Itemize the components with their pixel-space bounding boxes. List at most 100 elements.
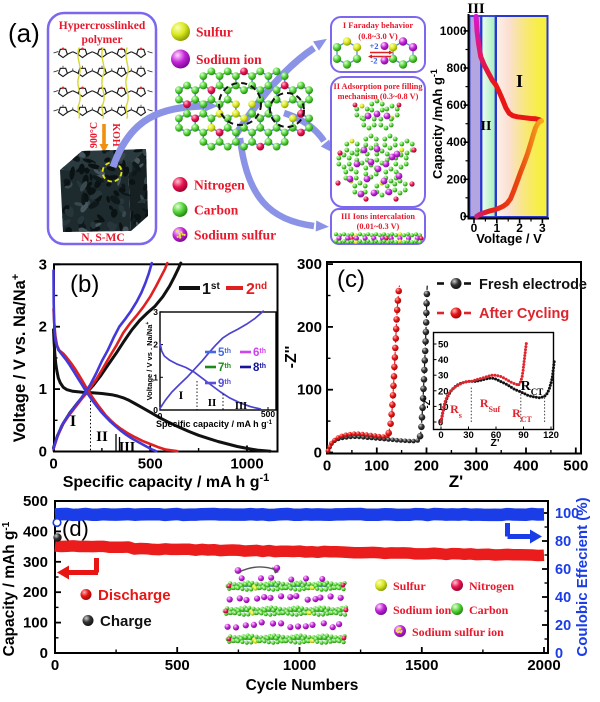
svg-text:Capacity /mAh g-1: Capacity /mAh g-1	[429, 69, 445, 179]
svg-text:Carbon: Carbon	[194, 203, 239, 218]
svg-text:1: 1	[493, 221, 500, 235]
svg-text:I Faraday behavior: I Faraday behavior	[343, 20, 414, 30]
svg-text:0: 0	[471, 221, 478, 235]
svg-text:40: 40	[555, 590, 571, 606]
svg-text:90: 90	[518, 430, 529, 441]
svg-text:Cycle Numbers: Cycle Numbers	[246, 677, 359, 694]
svg-text:Specific capacity / mA h g-1: Specific capacity / mA h g-1	[156, 419, 273, 429]
svg-text:30: 30	[438, 371, 449, 382]
svg-text:Voltage / V vs. Na/Na+: Voltage / V vs. Na/Na+	[10, 274, 29, 442]
svg-text:Sodium ion: Sodium ion	[196, 52, 262, 67]
svg-text:After Cycling: After Cycling	[479, 306, 569, 322]
svg-text:40: 40	[438, 355, 449, 366]
svg-text:300: 300	[464, 458, 489, 475]
svg-text:600: 600	[446, 98, 466, 112]
svg-text:1: 1	[153, 372, 158, 382]
svg-text:300: 300	[23, 554, 48, 571]
svg-text:Sodium ion: Sodium ion	[393, 603, 452, 617]
svg-text:0: 0	[49, 456, 57, 473]
svg-text:500: 500	[23, 493, 48, 510]
svg-text:300: 300	[297, 256, 322, 273]
svg-text:0: 0	[438, 430, 443, 441]
svg-text:Voltage / V vs . Na/Na+: Voltage / V vs . Na/Na+	[145, 322, 154, 401]
svg-text:30: 30	[463, 430, 474, 441]
svg-text:Rs: Rs	[450, 402, 462, 420]
svg-text:N, S-MC: N, S-MC	[81, 232, 124, 244]
svg-text:400: 400	[446, 135, 466, 149]
svg-text:(b): (b)	[70, 271, 99, 298]
svg-text:III Ions intercalation: III Ions intercalation	[341, 212, 415, 221]
svg-text:1st: 1st	[202, 281, 220, 299]
svg-text:80: 80	[555, 534, 571, 550]
svg-text:I: I	[516, 71, 523, 91]
svg-text:Voltage / V: Voltage / V	[476, 231, 542, 246]
svg-text:200: 200	[23, 584, 48, 601]
svg-text:Sulfur: Sulfur	[393, 579, 426, 593]
svg-text:0: 0	[555, 646, 563, 662]
svg-text:-Z'': -Z''	[283, 346, 300, 369]
svg-text:Fresh electrode: Fresh electrode	[479, 277, 587, 293]
svg-text:100: 100	[297, 382, 322, 399]
svg-text:3: 3	[39, 256, 47, 273]
svg-text:Discharge: Discharge	[98, 587, 171, 604]
svg-text:3: 3	[153, 307, 158, 317]
svg-text:1500: 1500	[405, 657, 438, 674]
svg-text:III: III	[467, 1, 485, 17]
svg-text:1000: 1000	[283, 657, 316, 674]
svg-text:2: 2	[516, 221, 523, 235]
svg-text:20: 20	[555, 618, 571, 634]
svg-text:I: I	[179, 388, 184, 402]
svg-text:100: 100	[23, 615, 48, 632]
svg-text:0: 0	[39, 444, 47, 461]
svg-text:0: 0	[40, 645, 48, 662]
svg-text:polymer: polymer	[82, 34, 123, 46]
svg-text:900°C: 900°C	[89, 122, 100, 148]
svg-text:III: III	[235, 401, 247, 412]
svg-text:Sodium sulfur ion: Sodium sulfur ion	[412, 625, 504, 639]
svg-text:0: 0	[314, 445, 322, 462]
svg-text:3: 3	[539, 221, 546, 235]
svg-text:(c): (c)	[337, 266, 365, 293]
svg-text:Specific capacity / mA h g-1: Specific capacity / mA h g-1	[63, 472, 270, 491]
svg-text:200: 200	[414, 458, 439, 475]
svg-text:Sodium sulfur: Sodium sulfur	[194, 228, 276, 243]
svg-text:(a): (a)	[8, 18, 40, 48]
svg-text:0: 0	[51, 657, 59, 674]
svg-text:I: I	[70, 413, 76, 430]
svg-text:60: 60	[491, 430, 502, 441]
svg-text:0: 0	[158, 411, 163, 421]
svg-text:500: 500	[138, 456, 163, 473]
svg-text:400: 400	[23, 523, 48, 540]
svg-text:Sulfur: Sulfur	[196, 25, 233, 40]
svg-text:(0.8~3.0 V): (0.8~3.0 V)	[358, 31, 398, 41]
svg-text:Hypercrosslinked: Hypercrosslinked	[59, 20, 146, 32]
svg-text:Charge: Charge	[100, 613, 152, 630]
svg-text:Z': Z'	[449, 472, 463, 491]
svg-text:100: 100	[364, 458, 389, 475]
svg-text:-2: -2	[370, 56, 377, 66]
svg-text:III: III	[119, 440, 135, 455]
svg-text:(0.01~0.3 V): (0.01~0.3 V)	[357, 222, 400, 231]
svg-text:Nitrogen: Nitrogen	[194, 178, 245, 193]
svg-text:1000: 1000	[230, 456, 263, 473]
svg-text:500: 500	[261, 409, 275, 419]
svg-text:Nitrogen: Nitrogen	[469, 579, 514, 593]
svg-text:400: 400	[514, 458, 539, 475]
svg-text:II: II	[481, 119, 492, 134]
svg-text:2nd: 2nd	[246, 281, 267, 299]
svg-text:Carbon: Carbon	[469, 603, 509, 617]
svg-text:+2: +2	[369, 41, 378, 51]
svg-text:II: II	[96, 429, 108, 445]
svg-text:500: 500	[165, 657, 190, 674]
svg-text:Coulobic Effecient (%): Coulobic Effecient (%)	[574, 497, 591, 656]
svg-text:1000: 1000	[440, 24, 467, 38]
svg-text:KOH: KOH	[110, 123, 121, 147]
svg-text:-Z'': -Z''	[422, 396, 432, 409]
svg-text:1: 1	[39, 381, 47, 398]
svg-text:0: 0	[460, 209, 467, 223]
svg-text:20: 20	[438, 386, 449, 397]
svg-text:2: 2	[153, 340, 158, 350]
svg-text:200: 200	[446, 172, 466, 186]
svg-text:800: 800	[446, 61, 466, 75]
svg-text:500: 500	[563, 458, 588, 475]
